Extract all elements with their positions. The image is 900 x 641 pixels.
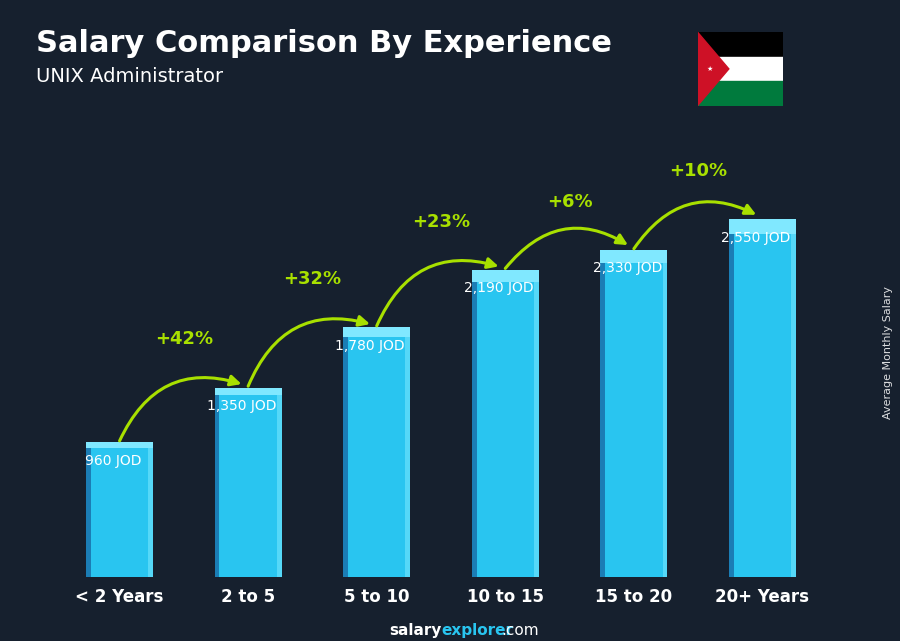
Bar [534, 270, 539, 577]
Text: 1,350 JOD: 1,350 JOD [207, 399, 276, 413]
Text: salary: salary [389, 622, 441, 638]
Text: +6%: +6% [547, 193, 592, 211]
Bar [729, 219, 796, 233]
Text: Salary Comparison By Experience: Salary Comparison By Experience [36, 29, 612, 58]
Bar [698, 32, 783, 56]
Bar [472, 270, 539, 577]
Bar [86, 442, 153, 577]
Bar [698, 81, 783, 106]
Bar [791, 219, 796, 577]
Text: explorer: explorer [441, 622, 513, 638]
Bar [662, 250, 667, 577]
Text: Average Monthly Salary: Average Monthly Salary [883, 286, 893, 419]
Bar [86, 442, 91, 577]
Bar [472, 270, 539, 282]
Polygon shape [698, 32, 729, 106]
Text: .com: .com [501, 622, 539, 638]
Bar [600, 250, 667, 577]
Text: +10%: +10% [669, 162, 727, 180]
Bar [277, 388, 282, 577]
Text: +32%: +32% [284, 270, 341, 288]
Bar [600, 250, 605, 577]
Bar [729, 219, 733, 577]
Text: +42%: +42% [155, 330, 213, 348]
Bar [729, 219, 796, 577]
Text: ★: ★ [706, 66, 713, 72]
Text: 1,780 JOD: 1,780 JOD [336, 338, 405, 353]
Bar [148, 442, 153, 577]
Bar [215, 388, 220, 577]
Text: +23%: +23% [412, 213, 470, 231]
Bar [86, 442, 153, 447]
Bar [215, 388, 282, 577]
Bar [215, 388, 282, 395]
Text: 960 JOD: 960 JOD [85, 454, 141, 467]
Bar [343, 328, 410, 337]
Bar [600, 250, 667, 263]
Bar [472, 270, 476, 577]
Bar [406, 328, 410, 577]
Text: 2,550 JOD: 2,550 JOD [721, 231, 791, 245]
Bar [343, 328, 410, 577]
Text: 2,330 JOD: 2,330 JOD [593, 262, 662, 276]
Text: UNIX Administrator: UNIX Administrator [36, 67, 223, 87]
Bar [698, 56, 783, 81]
Text: 2,190 JOD: 2,190 JOD [464, 281, 534, 295]
Bar [343, 328, 348, 577]
